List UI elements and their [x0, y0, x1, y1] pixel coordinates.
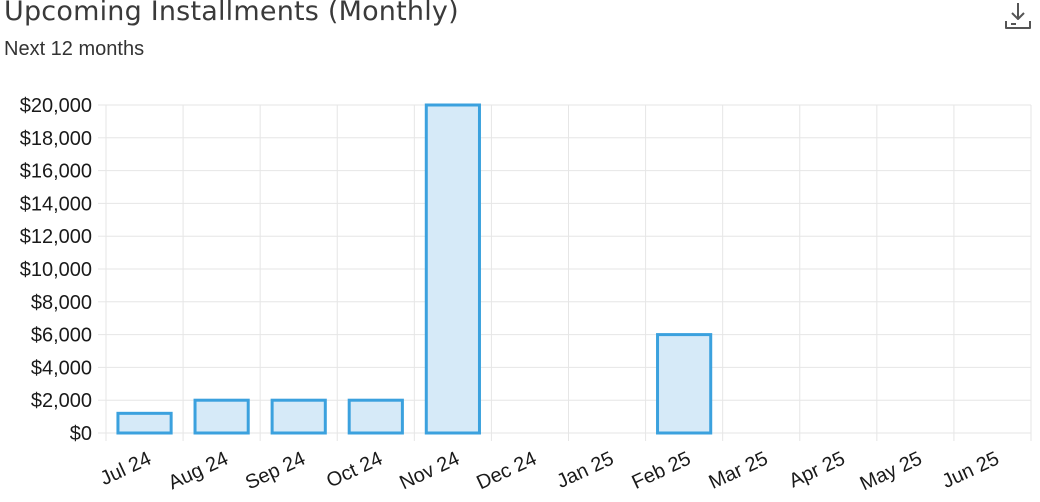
bar-sep-24[interactable]	[270, 398, 327, 435]
x-tick-label: Jan 25	[553, 448, 617, 493]
download-button[interactable]	[1002, 0, 1034, 32]
x-tick-label: Dec 24	[473, 448, 540, 495]
chart-subtitle: Next 12 months	[4, 38, 145, 60]
bar-jul-24[interactable]	[116, 411, 173, 435]
y-tick-label: $4,000	[31, 357, 92, 379]
y-tick-label: $10,000	[20, 259, 92, 281]
y-tick-label: $12,000	[20, 226, 92, 248]
x-tick-label: Feb 25	[629, 448, 695, 494]
y-tick-label: $14,000	[20, 193, 92, 215]
x-tick-label: Jun 25	[939, 448, 1003, 493]
chart-title: Upcoming Installments (Monthly)	[4, 0, 459, 27]
x-tick-label: Jul 24	[97, 448, 155, 490]
y-tick-label: $20,000	[20, 95, 92, 117]
x-tick-label: Apr 25	[786, 448, 849, 493]
bar-feb-25[interactable]	[656, 333, 713, 435]
y-tick-label: $8,000	[31, 292, 92, 314]
x-tick-label: May 25	[857, 448, 926, 496]
y-tick-label: $2,000	[31, 390, 92, 412]
download-icon	[1005, 3, 1031, 29]
bar-aug-24[interactable]	[193, 398, 250, 435]
y-tick-label: $16,000	[20, 161, 92, 183]
x-tick-label: Sep 24	[242, 448, 309, 495]
bar-nov-24[interactable]	[424, 103, 481, 435]
x-tick-label: Mar 25	[706, 448, 772, 494]
y-tick-label: $18,000	[20, 128, 92, 150]
y-tick-label: $0	[70, 423, 92, 445]
y-tick-label: $6,000	[31, 325, 92, 347]
x-tick-label: Aug 24	[165, 448, 232, 495]
x-tick-label: Oct 24	[323, 448, 386, 493]
bar-oct-24[interactable]	[347, 398, 404, 435]
x-tick-label: Nov 24	[396, 448, 463, 495]
